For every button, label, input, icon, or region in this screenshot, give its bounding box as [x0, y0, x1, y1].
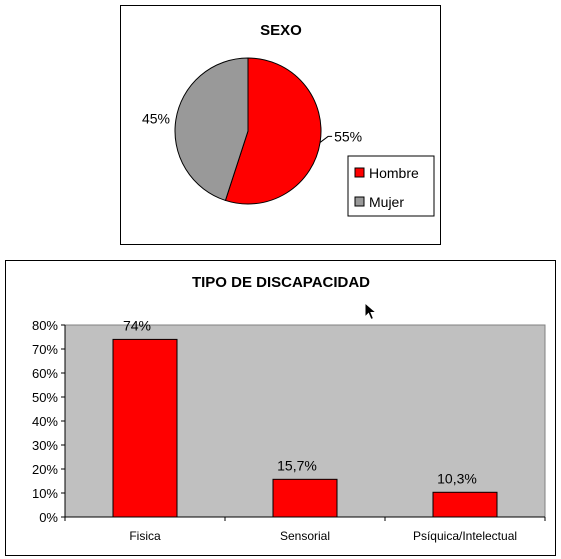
legend-swatch-hombre	[354, 167, 365, 178]
y-tick-label: 60%	[32, 366, 58, 381]
y-tick-label: 70%	[32, 342, 58, 357]
sexo-chart-title: SEXO	[260, 22, 302, 39]
sexo-pie-chart: SEXO 55% 45% Hombre Mujer	[142, 22, 435, 217]
x-category-label: Psíquica/Intelectual	[413, 529, 517, 543]
legend-label-mujer: Mujer	[369, 194, 404, 210]
discapacidad-chart-frame: TIPO DE DISCAPACIDAD 0% 10% 20% 30% 40% 50% 60…	[5, 260, 556, 556]
y-tick-label: 30%	[32, 438, 58, 453]
pie-value-label: 45%	[142, 111, 170, 127]
pie-slice-mujer	[174, 57, 249, 202]
discapacidad-bar-chart: TIPO DE DISCAPACIDAD 0% 10% 20% 30% 40% 50% 60…	[32, 274, 546, 543]
y-tick-label: 80%	[32, 318, 58, 333]
sexo-legend: Hombre Mujer	[347, 155, 435, 217]
legend-label-hombre: Hombre	[369, 165, 419, 181]
bar-3	[432, 491, 498, 518]
legend-swatch-mujer	[354, 196, 365, 207]
bar-value-label: 10,3%	[437, 470, 477, 486]
y-tick-label: 50%	[32, 390, 58, 405]
y-tick-label: 10%	[32, 486, 58, 501]
bar-1	[112, 338, 178, 518]
mouse-cursor-icon	[364, 301, 378, 321]
pie-leader-line	[319, 135, 333, 143]
x-category-label: Sensorial	[280, 529, 330, 543]
y-tick-label: 0%	[39, 510, 58, 525]
bar-value-label: 15,7%	[277, 457, 317, 473]
discapacidad-chart-title: TIPO DE DISCAPACIDAD	[192, 274, 370, 291]
x-category-label: Fisica	[129, 529, 161, 543]
y-tick-label: 40%	[32, 414, 58, 429]
sexo-chart-frame: SEXO 55% 45% Hombre Mujer	[120, 5, 441, 245]
y-tick-label: 20%	[32, 462, 58, 477]
pie-value-label: 55%	[334, 128, 362, 144]
bar-2	[272, 478, 338, 518]
bar-value-label: 74%	[123, 317, 151, 333]
